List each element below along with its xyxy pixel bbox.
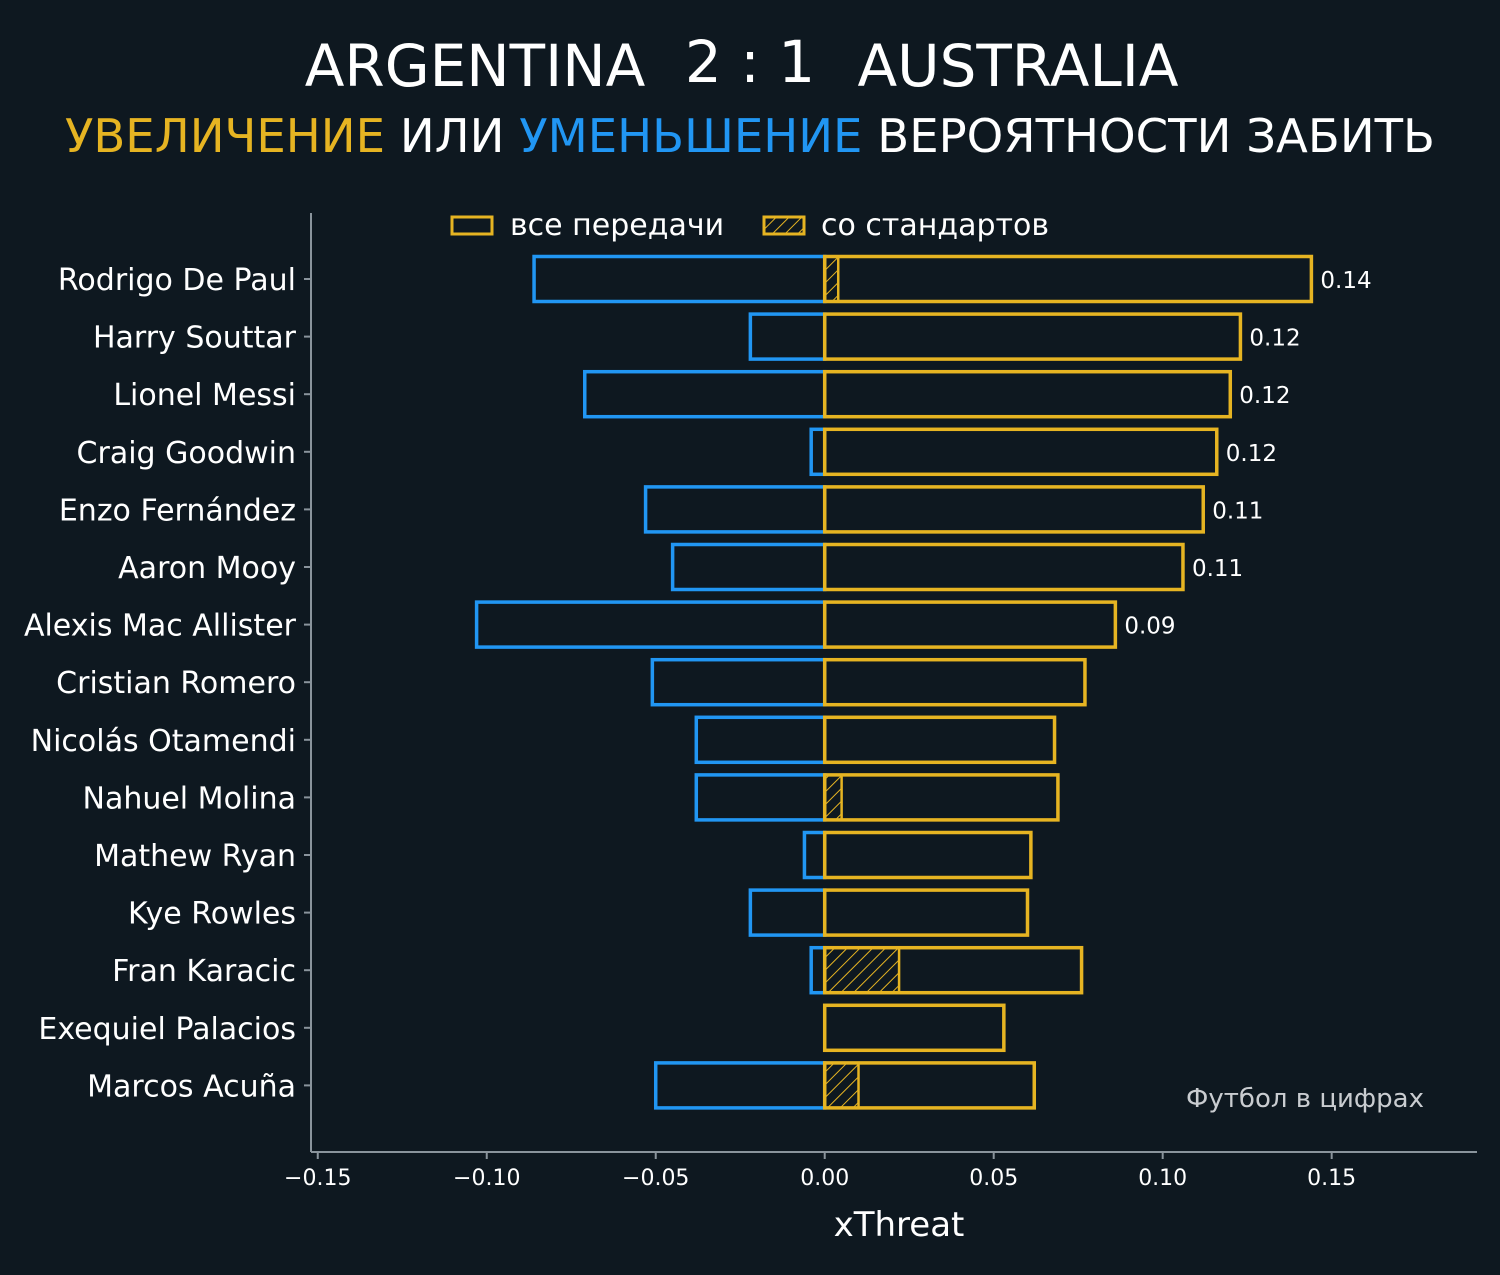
x-tick-label: 0.10	[1138, 1166, 1187, 1191]
bar-increase	[822, 1003, 1006, 1053]
bar-increase	[822, 254, 1314, 304]
x-tick-label: 0.15	[1307, 1166, 1356, 1191]
player-label: Aaron Mooy	[118, 551, 296, 586]
bar-increase	[822, 888, 1030, 937]
bar-decrease	[650, 657, 827, 707]
player-labels: Rodrigo De Paul Harry Souttar Lionel Messi…	[24, 263, 311, 1104]
bar-decrease	[802, 830, 827, 880]
bar-decrease	[809, 427, 827, 477]
x-tick-label: −0.10	[453, 1166, 520, 1191]
bar-set-pieces	[823, 773, 843, 822]
value-label: 0.11	[1212, 498, 1263, 524]
bar-increase	[822, 600, 1118, 649]
bar-increase	[822, 715, 1057, 765]
legend-swatch-all-passes	[450, 215, 494, 236]
value-labels: 0.14 0.12 0.12 0.12 0.11 0.11 0.09	[1124, 268, 1371, 640]
legend-label-set-pieces: со стандартов	[821, 208, 1049, 243]
title-away-team: AUSTRALIA	[857, 32, 1178, 100]
player-label: Marcos Acuña	[87, 1069, 296, 1104]
value-label: 0.09	[1124, 614, 1175, 640]
bar-increase	[822, 830, 1033, 880]
bar-decrease	[694, 773, 827, 822]
x-tick-label: 0.00	[800, 1166, 849, 1191]
x-tick-label: 0.05	[969, 1166, 1018, 1191]
value-label: 0.12	[1239, 383, 1290, 409]
value-label: 0.11	[1192, 556, 1243, 582]
player-label: Lionel Messi	[113, 378, 296, 413]
bar-decrease	[653, 1061, 827, 1110]
bar-decrease	[643, 485, 827, 534]
player-label: Cristian Romero	[56, 666, 296, 701]
legend-swatch-set-pieces	[762, 215, 806, 236]
bar-increase	[822, 369, 1233, 419]
bar-increase	[822, 485, 1205, 534]
bar-decrease	[809, 945, 827, 995]
player-label: Rodrigo De Paul	[58, 263, 296, 298]
value-label: 0.14	[1320, 268, 1371, 294]
credit-text: Футбол в цифрах	[1186, 1084, 1424, 1114]
subtitle-decrease: УМЕНЬШЕНИЕ	[519, 109, 862, 163]
player-label: Alexis Mac Allister	[24, 609, 297, 644]
bar-decrease	[583, 369, 827, 419]
bar-increase	[822, 657, 1087, 707]
bar-increase	[822, 945, 1084, 995]
bar-decrease	[670, 542, 827, 592]
bar-increase	[822, 542, 1185, 592]
x-axis-label: xThreat	[834, 1205, 965, 1245]
player-label: Nicolás Otamendi	[31, 724, 296, 759]
value-label: 0.12	[1249, 326, 1300, 352]
bar-set-pieces	[823, 1061, 860, 1110]
title-home-team: ARGENTINA	[305, 32, 646, 100]
bar-decrease	[748, 312, 827, 361]
player-label: Harry Souttar	[93, 321, 297, 356]
player-label: Nahuel Molina	[83, 781, 297, 816]
bar-increase	[822, 427, 1219, 477]
title-score: 2 : 1	[685, 28, 815, 96]
x-tick-label: −0.15	[284, 1166, 351, 1191]
value-label: 0.12	[1226, 441, 1277, 467]
bar-set-pieces	[823, 946, 901, 994]
legend: все передачи со стандартов	[450, 208, 1049, 243]
legend-label-all-passes: все передачи	[510, 208, 724, 243]
subtitle-or: ИЛИ	[385, 109, 519, 163]
bar-increase	[822, 773, 1060, 822]
bar-increase	[822, 1061, 1037, 1110]
bars-group	[474, 254, 1314, 1110]
bar-decrease	[748, 888, 827, 937]
subtitle: УВЕЛИЧЕНИЕ ИЛИ УМЕНЬШЕНИЕ ВЕРОЯТНОСТИ ЗА…	[65, 109, 1435, 163]
x-ticks: −0.15 −0.10 −0.05 0.00 0.05 0.10 0.15	[284, 1152, 1356, 1191]
player-label: Craig Goodwin	[77, 436, 296, 471]
subtitle-rest: ВЕРОЯТНОСТИ ЗАБИТЬ	[862, 109, 1435, 163]
player-label: Mathew Ryan	[94, 839, 296, 874]
subtitle-increase: УВЕЛИЧЕНИЕ	[65, 109, 385, 163]
bar-increase	[822, 312, 1243, 361]
player-label: Enzo Fernández	[59, 493, 296, 528]
player-label: Exequiel Palacios	[38, 1012, 296, 1047]
bar-decrease	[694, 715, 827, 765]
x-tick-label: −0.05	[622, 1166, 689, 1191]
bar-decrease	[532, 254, 827, 304]
bar-decrease	[474, 600, 827, 649]
player-label: Kye Rowles	[128, 897, 296, 932]
bar-set-pieces	[823, 255, 840, 303]
player-label: Fran Karacic	[112, 954, 296, 989]
